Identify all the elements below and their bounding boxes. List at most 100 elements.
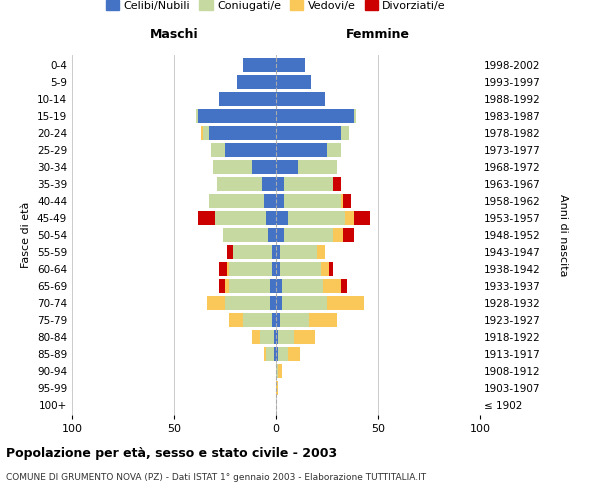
Bar: [196, 109, 199, 123]
Bar: [272, 262, 276, 276]
Bar: [327, 296, 364, 310]
Bar: [276, 194, 284, 208]
Bar: [280, 245, 317, 259]
Bar: [333, 228, 343, 242]
Bar: [270, 279, 276, 293]
Bar: [268, 228, 276, 242]
Bar: [199, 211, 215, 225]
Bar: [270, 296, 276, 310]
Bar: [298, 160, 337, 174]
Bar: [199, 109, 276, 123]
Bar: [225, 296, 270, 310]
Bar: [278, 347, 288, 361]
Y-axis label: Fasce di età: Fasce di età: [22, 202, 31, 268]
Bar: [280, 262, 321, 276]
Bar: [276, 58, 305, 72]
Bar: [206, 296, 225, 310]
Bar: [321, 262, 329, 276]
Bar: [217, 177, 262, 191]
Bar: [276, 126, 341, 140]
Bar: [276, 296, 282, 310]
Bar: [251, 330, 260, 344]
Bar: [288, 347, 301, 361]
Bar: [251, 160, 276, 174]
Bar: [278, 330, 295, 344]
Bar: [329, 262, 333, 276]
Bar: [274, 330, 276, 344]
Bar: [276, 364, 278, 378]
Bar: [225, 143, 276, 157]
Bar: [278, 364, 282, 378]
Bar: [215, 211, 266, 225]
Text: COMUNE DI GRUMENTO NOVA (PZ) - Dati ISTAT 1° gennaio 2003 - Elaborazione TUTTITA: COMUNE DI GRUMENTO NOVA (PZ) - Dati ISTA…: [6, 472, 426, 482]
Bar: [288, 211, 346, 225]
Bar: [276, 92, 325, 106]
Bar: [262, 177, 276, 191]
Bar: [276, 381, 278, 395]
Bar: [341, 279, 347, 293]
Bar: [276, 177, 284, 191]
Bar: [225, 279, 229, 293]
Bar: [276, 228, 284, 242]
Bar: [284, 194, 341, 208]
Bar: [276, 143, 327, 157]
Bar: [341, 194, 343, 208]
Bar: [276, 245, 280, 259]
Bar: [223, 228, 268, 242]
Text: Femmine: Femmine: [346, 28, 410, 40]
Bar: [343, 194, 352, 208]
Bar: [229, 262, 272, 276]
Bar: [341, 126, 349, 140]
Bar: [264, 194, 276, 208]
Text: Maschi: Maschi: [149, 28, 199, 40]
Bar: [280, 313, 308, 327]
Bar: [209, 126, 276, 140]
Bar: [219, 92, 276, 106]
Bar: [282, 279, 323, 293]
Bar: [272, 313, 276, 327]
Bar: [295, 330, 315, 344]
Bar: [343, 228, 353, 242]
Bar: [219, 262, 227, 276]
Bar: [353, 211, 370, 225]
Bar: [233, 245, 272, 259]
Bar: [353, 109, 356, 123]
Bar: [276, 109, 353, 123]
Legend: Celibi/Nubili, Coniugati/e, Vedovi/e, Divorziati/e: Celibi/Nubili, Coniugati/e, Vedovi/e, Di…: [101, 0, 451, 16]
Bar: [213, 160, 251, 174]
Bar: [260, 330, 274, 344]
Bar: [209, 194, 264, 208]
Bar: [276, 262, 280, 276]
Bar: [282, 296, 327, 310]
Bar: [219, 279, 225, 293]
Bar: [266, 347, 274, 361]
Bar: [346, 211, 353, 225]
Bar: [237, 75, 276, 89]
Bar: [284, 177, 333, 191]
Bar: [229, 313, 244, 327]
Bar: [229, 279, 270, 293]
Bar: [272, 245, 276, 259]
Bar: [317, 245, 325, 259]
Text: Popolazione per età, sesso e stato civile - 2003: Popolazione per età, sesso e stato civil…: [6, 448, 337, 460]
Bar: [227, 245, 233, 259]
Bar: [276, 160, 298, 174]
Bar: [200, 126, 203, 140]
Bar: [276, 211, 288, 225]
Bar: [211, 143, 225, 157]
Y-axis label: Anni di nascita: Anni di nascita: [557, 194, 568, 276]
Bar: [327, 143, 341, 157]
Bar: [264, 347, 266, 361]
Bar: [266, 211, 276, 225]
Bar: [276, 75, 311, 89]
Bar: [227, 262, 229, 276]
Bar: [308, 313, 337, 327]
Bar: [333, 177, 341, 191]
Bar: [284, 228, 333, 242]
Bar: [244, 313, 272, 327]
Bar: [276, 330, 278, 344]
Bar: [276, 347, 278, 361]
Bar: [276, 279, 282, 293]
Bar: [276, 313, 280, 327]
Bar: [203, 126, 209, 140]
